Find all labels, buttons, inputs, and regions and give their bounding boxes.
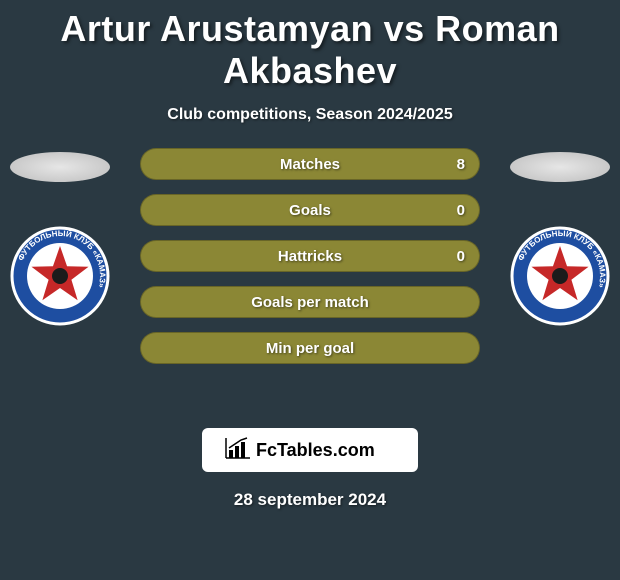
date-label: 28 september 2024 <box>0 490 620 510</box>
player-photo-right-placeholder <box>510 152 610 182</box>
stat-label: Min per goal <box>266 340 354 357</box>
stat-bar-goals-per-match: Goals per match <box>140 286 480 318</box>
stat-value-right: 0 <box>457 241 465 273</box>
stat-label: Hattricks <box>278 248 342 265</box>
stat-value-right: 0 <box>457 195 465 227</box>
bar-chart-icon <box>226 438 250 458</box>
club-badge-right: ФУТБОЛЬНЫЙ КЛУБ «КАМАЗ» <box>510 226 610 326</box>
source-logo: FcTables.com <box>202 428 418 472</box>
comparison-stage: ФУТБОЛЬНЫЙ КЛУБ «КАМАЗ» ФУТБОЛЬНЫЙ КЛУБ … <box>0 148 620 408</box>
club-badge-left: ФУТБОЛЬНЫЙ КЛУБ «КАМАЗ» <box>10 226 110 326</box>
stat-label: Goals per match <box>251 294 369 311</box>
source-logo-text: FcTables.com <box>256 440 375 460</box>
stat-bar-goals: Goals 0 <box>140 194 480 226</box>
stat-value-right: 8 <box>457 149 465 181</box>
stat-bar-matches: Matches 8 <box>140 148 480 180</box>
stat-label: Matches <box>280 156 340 173</box>
stat-label: Goals <box>289 202 331 219</box>
stat-bar-hattricks: Hattricks 0 <box>140 240 480 272</box>
stat-bar-min-per-goal: Min per goal <box>140 332 480 364</box>
player-photo-left-placeholder <box>10 152 110 182</box>
subtitle: Club competitions, Season 2024/2025 <box>0 106 620 124</box>
stat-bars: Matches 8 Goals 0 Hattricks 0 Goals per match M… <box>140 148 480 364</box>
page-title: Artur Arustamyan vs Roman Akbashev <box>0 0 620 92</box>
